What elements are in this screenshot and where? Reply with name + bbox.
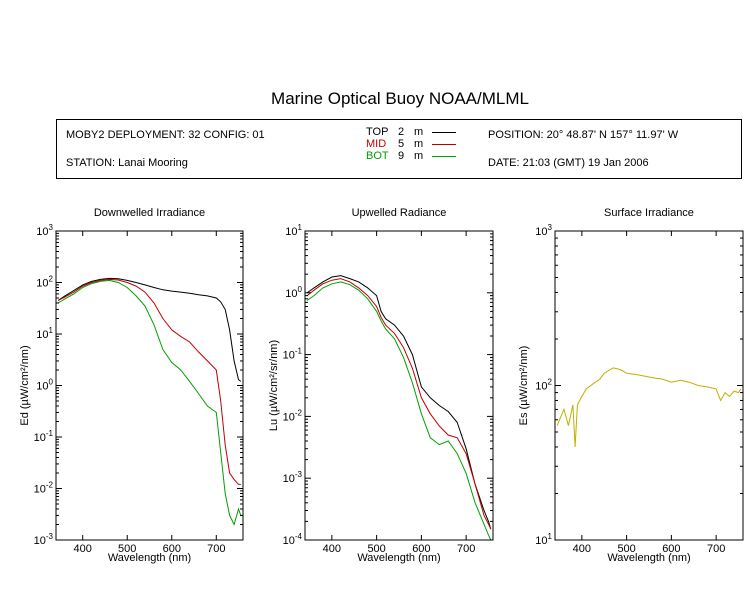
- legend-bot-unit: m: [414, 150, 424, 162]
- info-box: MOBY2 DEPLOYMENT: 32 CONFIG: 01 STATION:…: [56, 119, 742, 179]
- surface-irradiance-ytick-label: 101: [535, 532, 552, 547]
- downwelled-irradiance-ytick-label: 10-3: [34, 532, 54, 547]
- legend-bot-line: [432, 156, 456, 157]
- downwelled-irradiance-title: Downwelled Irradiance: [94, 207, 205, 219]
- downwelled-irradiance-frame: [55, 230, 244, 541]
- downwelled-irradiance-xlabel: Wavelength (nm): [108, 552, 191, 564]
- upwelled-radiance-ytick-label: 10-1: [283, 347, 303, 362]
- legend-top-unit: m: [414, 126, 424, 138]
- upwelled-radiance-xtick-label: 700: [457, 543, 475, 555]
- date-text: DATE: 21:03 (GMT) 19 Jan 2006: [488, 157, 649, 169]
- legend-bot-name: BOT: [366, 150, 389, 162]
- downwelled-irradiance-ytick-label: 102: [36, 275, 53, 290]
- chart-main-title: Marine Optical Buoy NOAA/MLML: [271, 89, 529, 108]
- legend-bot-depth: 9: [398, 150, 405, 162]
- upwelled-radiance-series-mid: [306, 278, 492, 530]
- downwelled-irradiance-ytick-label: 10-2: [34, 481, 54, 496]
- downwelled-irradiance-xtick-label: 600: [163, 543, 181, 555]
- surface-irradiance-xtick-label: 500: [617, 543, 635, 555]
- upwelled-radiance-frame: [304, 230, 494, 541]
- downwelled-irradiance-ytick-label: 101: [36, 326, 53, 341]
- downwelled-irradiance-ytick-label: 100: [36, 378, 53, 393]
- surface-irradiance-xlabel: Wavelength (nm): [607, 552, 690, 564]
- legend-top-line: [432, 132, 456, 133]
- legend-mid-unit: m: [414, 138, 424, 150]
- upwelled-radiance-panel: Upwelled Radiance 400 500 600 700 Wavelength …: [268, 207, 494, 564]
- upwelled-radiance-ytick-label: 10-2: [283, 408, 303, 423]
- upwelled-radiance-xtick-label: 400: [323, 543, 341, 555]
- legend-top-name: TOP: [366, 126, 389, 138]
- downwelled-irradiance-ytick-label: 10-1: [34, 429, 54, 444]
- legend-mid-name: MID: [366, 138, 387, 150]
- legend-mid-depth: 5: [398, 138, 405, 150]
- surface-irradiance-series-es: [556, 367, 742, 448]
- deployment-text: MOBY2 DEPLOYMENT: 32 CONFIG: 01: [66, 129, 265, 141]
- downwelled-irradiance-ylabel: Ed (µW/cm²/nm): [19, 345, 31, 425]
- upwelled-radiance-series-top: [306, 275, 492, 530]
- surface-irradiance-panel: Surface Irradiance 400 500 600 700 Wavelength…: [518, 207, 744, 564]
- downwelled-irradiance-ytick-label: 103: [36, 223, 53, 238]
- downwelled-irradiance-panel: Downwelled Irradiance 400 500 600 700 Wavelen…: [19, 207, 244, 564]
- downwelled-irradiance-xtick-label: 400: [74, 543, 92, 555]
- downwelled-irradiance-xtick-label: 700: [207, 543, 225, 555]
- surface-irradiance-ytick-label: 102: [535, 378, 552, 393]
- downwelled-irradiance-series-mid: [57, 278, 241, 485]
- upwelled-radiance-ytick-label: 101: [285, 223, 302, 238]
- surface-irradiance-ylabel: Es (µW/cm²/nm): [518, 346, 530, 426]
- upwelled-radiance-xtick-label: 500: [367, 543, 385, 555]
- station-text: STATION: Lanai Mooring: [66, 157, 188, 169]
- upwelled-radiance-ytick-label: 100: [285, 285, 302, 300]
- surface-irradiance-xtick-label: 400: [573, 543, 591, 555]
- upwelled-radiance-ylabel: Lu (µW/cm²/sr/nm): [268, 340, 280, 431]
- upwelled-radiance-ytick-label: 10-4: [283, 532, 303, 547]
- upwelled-radiance-xtick-label: 600: [412, 543, 430, 555]
- upwelled-radiance-ytick-label: 10-3: [283, 470, 303, 485]
- upwelled-radiance-series-bot: [306, 281, 492, 540]
- downwelled-irradiance-series-top: [57, 277, 242, 382]
- surface-irradiance-ytick-label: 103: [535, 223, 552, 238]
- upwelled-radiance-title: Upwelled Radiance: [352, 207, 447, 219]
- surface-irradiance-xtick-label: 700: [707, 543, 725, 555]
- surface-irradiance-xtick-label: 600: [662, 543, 680, 555]
- downwelled-irradiance-series-bot: [57, 279, 242, 526]
- position-text: POSITION: 20° 48.87' N 157° 11.97' W: [488, 129, 679, 141]
- surface-irradiance-title: Surface Irradiance: [604, 207, 694, 219]
- downwelled-irradiance-xtick-label: 500: [118, 543, 136, 555]
- legend-mid-line: [432, 144, 456, 145]
- surface-irradiance-frame: [554, 230, 744, 541]
- upwelled-radiance-xlabel: Wavelength (nm): [357, 552, 440, 564]
- legend-top-depth: 2: [398, 126, 405, 138]
